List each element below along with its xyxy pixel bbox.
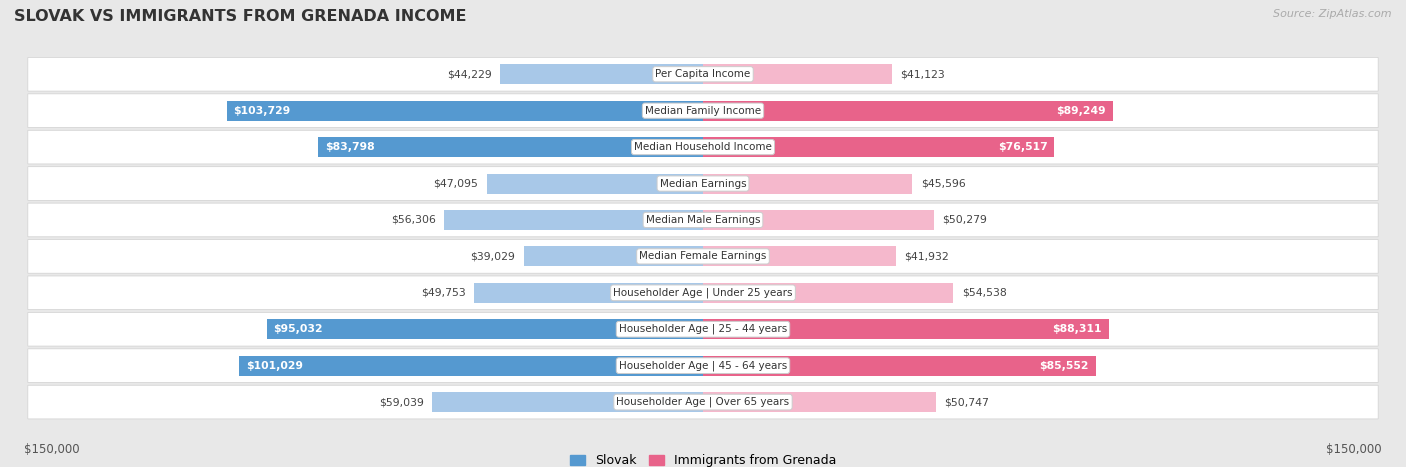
Text: Householder Age | 25 - 44 years: Householder Age | 25 - 44 years [619,324,787,334]
Text: $54,538: $54,538 [962,288,1007,298]
Text: Median Female Earnings: Median Female Earnings [640,251,766,262]
Bar [703,210,934,230]
Text: $41,123: $41,123 [900,69,945,79]
Text: Householder Age | Under 25 years: Householder Age | Under 25 years [613,288,793,298]
Text: $45,596: $45,596 [921,178,966,189]
Text: Source: ZipAtlas.com: Source: ZipAtlas.com [1274,9,1392,19]
Text: Householder Age | Over 65 years: Householder Age | Over 65 years [616,397,790,407]
Text: $83,798: $83,798 [325,142,374,152]
Bar [703,64,891,84]
Text: $89,249: $89,249 [1056,106,1107,116]
Bar [703,137,1054,157]
Text: $85,552: $85,552 [1039,361,1090,371]
Bar [703,283,953,303]
Bar [524,247,703,266]
Bar [501,64,703,84]
FancyBboxPatch shape [28,385,1378,419]
FancyBboxPatch shape [28,57,1378,91]
Text: $49,753: $49,753 [422,288,467,298]
Text: $47,095: $47,095 [433,178,478,189]
Bar [703,319,1108,339]
Bar [226,101,703,120]
Text: Median Household Income: Median Household Income [634,142,772,152]
FancyBboxPatch shape [28,167,1378,200]
Text: Median Earnings: Median Earnings [659,178,747,189]
Text: $88,311: $88,311 [1052,324,1102,334]
Text: $56,306: $56,306 [391,215,436,225]
Bar [703,247,896,266]
Bar [267,319,703,339]
FancyBboxPatch shape [28,349,1378,382]
Text: SLOVAK VS IMMIGRANTS FROM GRENADA INCOME: SLOVAK VS IMMIGRANTS FROM GRENADA INCOME [14,9,467,24]
Bar [486,174,703,193]
Text: $50,279: $50,279 [942,215,987,225]
Text: $41,932: $41,932 [904,251,949,262]
Text: Per Capita Income: Per Capita Income [655,69,751,79]
Bar [703,101,1114,120]
Text: $150,000: $150,000 [1326,443,1382,456]
FancyBboxPatch shape [28,312,1378,346]
FancyBboxPatch shape [28,130,1378,164]
FancyBboxPatch shape [28,276,1378,310]
Text: $101,029: $101,029 [246,361,302,371]
Text: $59,039: $59,039 [378,397,423,407]
Text: Median Male Earnings: Median Male Earnings [645,215,761,225]
Text: $103,729: $103,729 [233,106,291,116]
Text: $95,032: $95,032 [273,324,323,334]
FancyBboxPatch shape [28,240,1378,273]
Bar [703,356,1095,375]
Bar [444,210,703,230]
Bar [432,392,703,412]
Text: $76,517: $76,517 [998,142,1047,152]
Bar [703,392,936,412]
Bar [474,283,703,303]
Text: Householder Age | 45 - 64 years: Householder Age | 45 - 64 years [619,361,787,371]
Bar [703,174,912,193]
Text: Median Family Income: Median Family Income [645,106,761,116]
Text: $39,029: $39,029 [471,251,516,262]
Text: $50,747: $50,747 [945,397,990,407]
Text: $44,229: $44,229 [447,69,492,79]
Bar [318,137,703,157]
Legend: Slovak, Immigrants from Grenada: Slovak, Immigrants from Grenada [565,449,841,467]
FancyBboxPatch shape [28,203,1378,237]
Text: $150,000: $150,000 [24,443,80,456]
Bar [239,356,703,375]
FancyBboxPatch shape [28,94,1378,127]
